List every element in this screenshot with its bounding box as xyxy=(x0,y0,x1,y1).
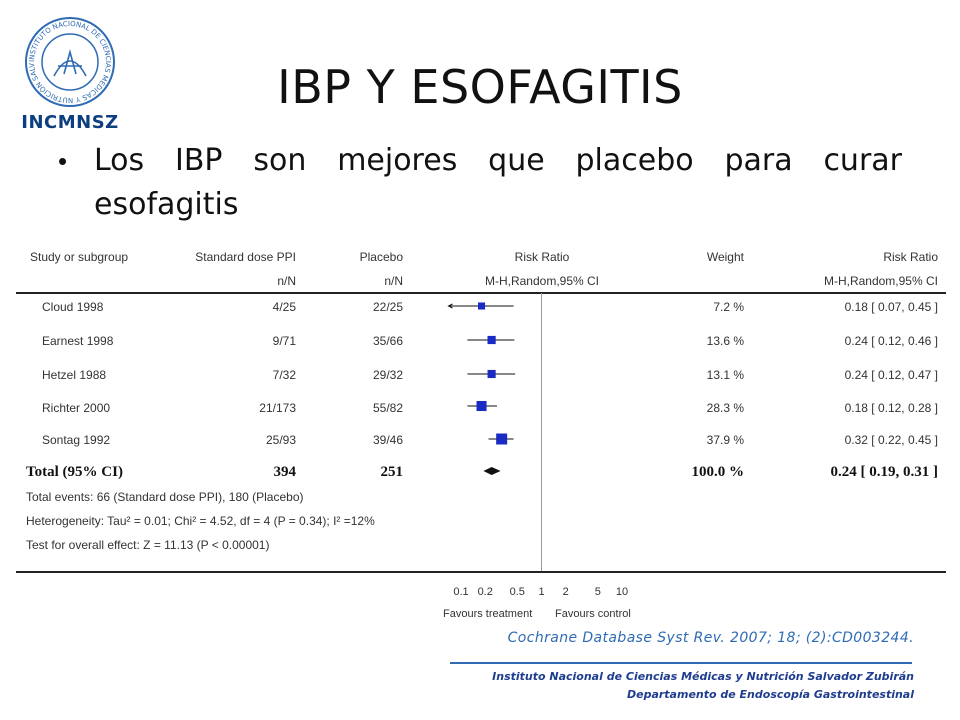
institution-seal-icon: INSTITUTO NACIONAL DE CIENCIAS MÉDICAS Y… xyxy=(24,16,115,107)
total-label: Total (95% CI) xyxy=(26,464,123,480)
x-tick-label: 0.1 xyxy=(453,586,469,598)
bullet-text-line2: esofagitis xyxy=(94,187,239,222)
study-treatment: 9/71 xyxy=(272,334,296,348)
header-treatment: Standard dose PPI xyxy=(195,250,296,264)
study-effect-square xyxy=(487,335,496,345)
header-risk-ratio-sub: M-H,Random,95% CI xyxy=(484,274,600,288)
note-overall-effect: Test for overall effect: Z = 11.13 (P < … xyxy=(26,538,270,552)
footer-department: Departamento de Endoscopía Gastrointesti… xyxy=(626,688,914,701)
note-heterogeneity: Heterogeneity: Tau² = 0.01; Chi² = 4.52,… xyxy=(26,514,375,528)
institution-logo: INSTITUTO NACIONAL DE CIENCIAS MÉDICAS Y… xyxy=(20,16,120,136)
x-tick-label: 2 xyxy=(562,586,569,598)
header-risk-ratio: Risk Ratio xyxy=(514,250,570,264)
footer-institution: Instituto Nacional de Ciencias Médicas y… xyxy=(492,670,914,683)
header-risk-ratio-2: Risk Ratio xyxy=(883,250,938,264)
study-weight: 7.2 % xyxy=(713,300,744,314)
study-weight: 28.3 % xyxy=(706,401,744,415)
total-treatment: 394 xyxy=(273,464,297,480)
study-control: 39/46 xyxy=(372,433,403,447)
slide-title: IBP Y ESOFAGITIS xyxy=(277,60,683,114)
x-tick-label: 5 xyxy=(594,586,601,598)
footer-divider xyxy=(450,662,912,664)
note-total-events: Total events: 66 (Standard dose PPI), 18… xyxy=(26,490,304,504)
study-name: Cloud 1998 xyxy=(42,300,104,314)
study-control: 35/66 xyxy=(372,334,403,348)
bullet-text-line1: Los IBP son mejores que placebo para cur… xyxy=(94,143,902,178)
ci-arrow xyxy=(447,303,453,309)
total-ci: 0.24 [ 0.19, 0.31 ] xyxy=(830,464,939,480)
study-effect-square xyxy=(487,369,496,379)
header-study: Study or subgroup xyxy=(30,250,129,264)
favours-left-label: Favours treatment xyxy=(443,608,533,620)
total-control: 251 xyxy=(380,464,404,480)
study-ci: 0.32 [ 0.22, 0.45 ] xyxy=(844,433,938,447)
study-control: 22/25 xyxy=(372,300,403,314)
study-name: Earnest 1998 xyxy=(42,334,114,348)
header-control: Placebo xyxy=(359,250,403,264)
study-ci: 0.18 [ 0.12, 0.28 ] xyxy=(844,401,938,415)
study-treatment: 21/173 xyxy=(259,401,296,415)
x-tick-label: 10 xyxy=(615,586,629,598)
study-name: Hetzel 1988 xyxy=(42,368,107,382)
bullet-marker: • xyxy=(58,146,68,176)
study-name: Sontag 1992 xyxy=(42,433,111,447)
study-weight: 13.6 % xyxy=(706,334,744,348)
x-tick-label: 0.2 xyxy=(477,586,493,598)
bullet-word: para xyxy=(724,143,793,178)
study-treatment: 25/93 xyxy=(265,433,296,447)
header-treatment-sub: n/N xyxy=(277,274,296,288)
logo-text: INCMNSZ xyxy=(21,112,119,133)
study-effect-square xyxy=(476,400,487,412)
bullet-word: IBP xyxy=(175,143,223,178)
study-weight: 13.1 % xyxy=(706,368,744,382)
x-tick-label: 0.5 xyxy=(509,586,525,598)
citation: Cochrane Database Syst Rev. 2007; 18; (2… xyxy=(507,630,914,646)
study-weight: 37.9 % xyxy=(706,433,744,447)
bullet-word: que xyxy=(488,143,545,178)
header-risk-ratio-2-sub: M-H,Random,95% CI xyxy=(823,274,938,288)
bullet-word: placebo xyxy=(575,143,694,178)
bullet-word: Los xyxy=(94,143,145,178)
study-control: 29/32 xyxy=(372,368,403,382)
favours-right-label: Favours control xyxy=(555,608,631,620)
study-ci: 0.18 [ 0.07, 0.45 ] xyxy=(844,300,938,314)
bullet-word: mejores xyxy=(337,143,458,178)
study-treatment: 4/25 xyxy=(272,300,296,314)
table-bottom-rule xyxy=(16,571,946,573)
header-weight: Weight xyxy=(706,250,744,264)
x-tick-label: 1 xyxy=(538,586,545,598)
study-ci: 0.24 [ 0.12, 0.46 ] xyxy=(844,334,938,348)
study-control: 55/82 xyxy=(372,401,403,415)
study-effect-square xyxy=(478,302,486,310)
table-top-rule xyxy=(16,292,946,294)
bullet-word: son xyxy=(253,143,307,178)
header-control-sub: n/N xyxy=(384,274,403,288)
study-treatment: 7/32 xyxy=(272,368,296,382)
total-weight: 100.0 % xyxy=(691,464,745,480)
study-name: Richter 2000 xyxy=(42,401,111,415)
study-effect-square xyxy=(496,433,508,445)
bullet-word: curar xyxy=(823,143,902,178)
total-diamond xyxy=(483,467,501,475)
study-ci: 0.24 [ 0.12, 0.47 ] xyxy=(844,368,938,382)
